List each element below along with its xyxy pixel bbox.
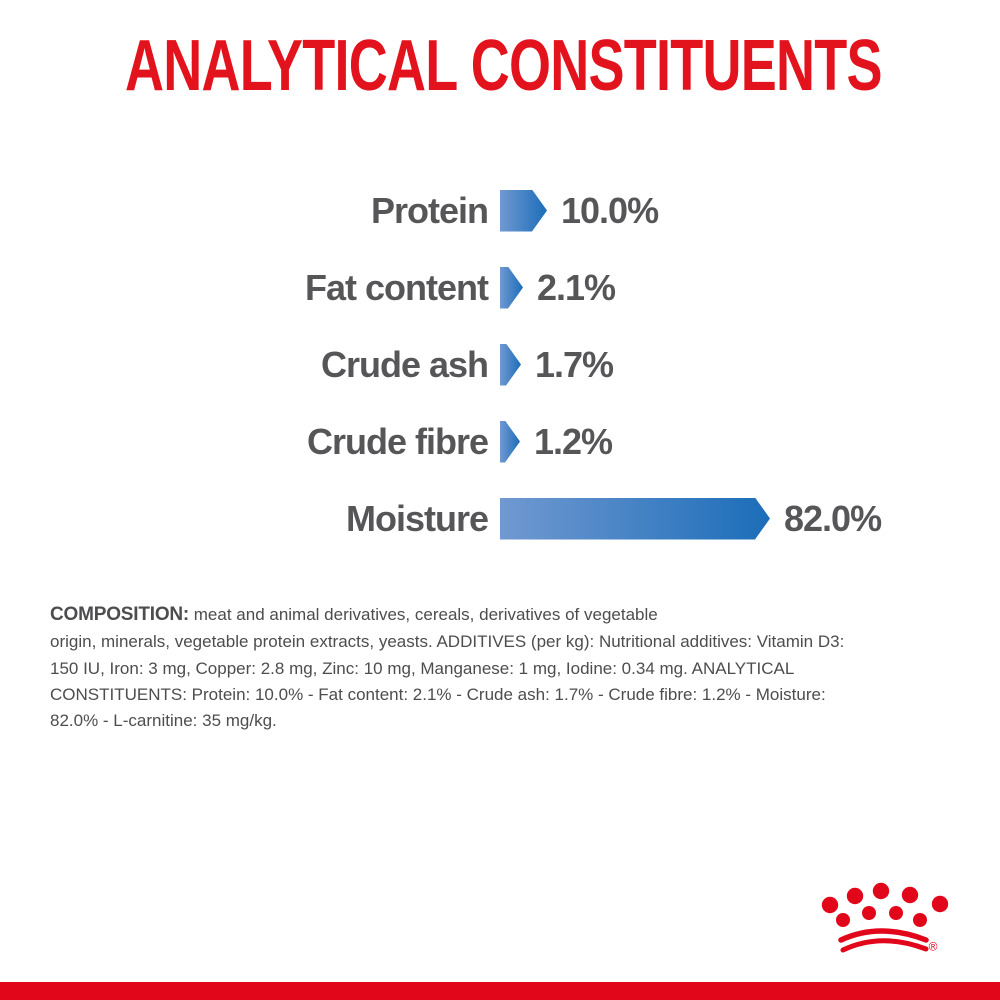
bar-crude-fibre: [500, 421, 520, 463]
bar-value: 82.0%: [784, 497, 882, 539]
brand-red-bar: [0, 982, 1000, 1000]
composition-text: COMPOSITION: meat and animal derivatives…: [50, 600, 970, 735]
bar-crude-ash: [500, 344, 521, 386]
chart-row: Protein 10.0%: [0, 172, 1000, 249]
bar-protein: [500, 190, 547, 232]
analytical-constituents-chart: Protein 10.0% Fat content 2.1% Crude ash 1.7%…: [0, 172, 1000, 557]
chart-row: Moisture 82.0%: [0, 480, 1000, 557]
bar-moisture: [500, 498, 770, 540]
bar-value: 1.2%: [534, 420, 613, 462]
composition-heading: COMPOSITION:: [50, 604, 190, 625]
chart-row: Fat content 2.1%: [0, 249, 1000, 326]
chart-row: Crude ash 1.7%: [0, 326, 1000, 403]
bar-label: Protein: [370, 189, 489, 231]
chart-row: Crude fibre 1.2%: [0, 403, 1000, 480]
bar-value: 1.7%: [535, 343, 614, 385]
bar-label: Crude ash: [320, 343, 489, 385]
royal-canin-crown-logo: ®: [820, 882, 960, 962]
page-title: ANALYTICAL CONSTITUENTS: [125, 26, 883, 106]
bar-label: Moisture: [345, 497, 489, 539]
crown-icon: ®: [821, 882, 949, 954]
bar-value: 10.0%: [561, 189, 659, 231]
bar-label: Crude fibre: [306, 420, 489, 462]
registered-trademark-icon: ®: [929, 940, 938, 954]
bar-fat-content: [500, 267, 523, 309]
bar-value: 2.1%: [537, 266, 616, 308]
composition-body: meat and animal derivatives, cereals, de…: [50, 605, 845, 731]
bar-label: Fat content: [305, 266, 489, 308]
